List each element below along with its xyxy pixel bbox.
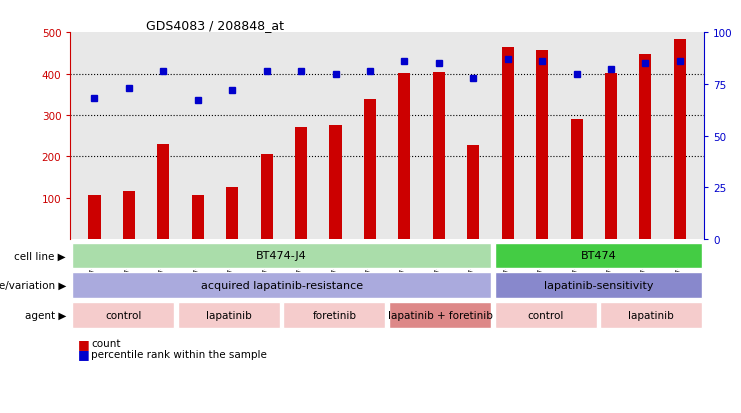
Text: ■: ■ <box>78 347 90 361</box>
Bar <box>600 302 702 328</box>
Bar <box>494 302 597 328</box>
Bar <box>330 126 342 240</box>
Bar <box>502 48 514 240</box>
Bar <box>72 302 174 328</box>
Text: BT474: BT474 <box>580 251 617 261</box>
Text: percentile rank within the sample: percentile rank within the sample <box>91 349 267 359</box>
Bar <box>192 195 204 240</box>
Bar <box>123 191 135 240</box>
Text: foretinib: foretinib <box>313 310 356 320</box>
Text: agent ▶: agent ▶ <box>24 310 66 320</box>
Bar <box>494 243 702 268</box>
Text: control: control <box>105 310 142 320</box>
Bar <box>399 74 411 240</box>
Text: control: control <box>528 310 564 320</box>
Text: acquired lapatinib-resistance: acquired lapatinib-resistance <box>201 280 362 290</box>
Bar <box>674 40 686 240</box>
Bar <box>72 243 491 268</box>
Bar <box>72 273 491 298</box>
Bar <box>433 73 445 240</box>
Text: ■: ■ <box>78 337 90 350</box>
Text: BT474-J4: BT474-J4 <box>256 251 307 261</box>
Text: count: count <box>91 339 121 349</box>
Text: lapatinib: lapatinib <box>628 310 674 320</box>
Bar <box>364 100 376 240</box>
Bar <box>261 155 273 240</box>
Bar <box>283 302 385 328</box>
Bar <box>571 120 582 240</box>
Text: GDS4083 / 208848_at: GDS4083 / 208848_at <box>147 19 285 32</box>
Text: genotype/variation ▶: genotype/variation ▶ <box>0 280 66 290</box>
Bar <box>605 74 617 240</box>
Bar <box>226 188 239 240</box>
Bar <box>295 128 307 240</box>
Text: lapatinib + foretinib: lapatinib + foretinib <box>388 310 493 320</box>
Text: cell line ▶: cell line ▶ <box>14 251 66 261</box>
Bar <box>536 51 548 240</box>
Bar <box>178 302 280 328</box>
Bar <box>468 145 479 240</box>
Text: lapatinib-sensitivity: lapatinib-sensitivity <box>544 280 653 290</box>
Bar <box>389 302 491 328</box>
Bar <box>494 273 702 298</box>
Bar <box>88 195 101 240</box>
Bar <box>639 55 651 240</box>
Bar <box>157 145 170 240</box>
Text: lapatinib: lapatinib <box>206 310 252 320</box>
